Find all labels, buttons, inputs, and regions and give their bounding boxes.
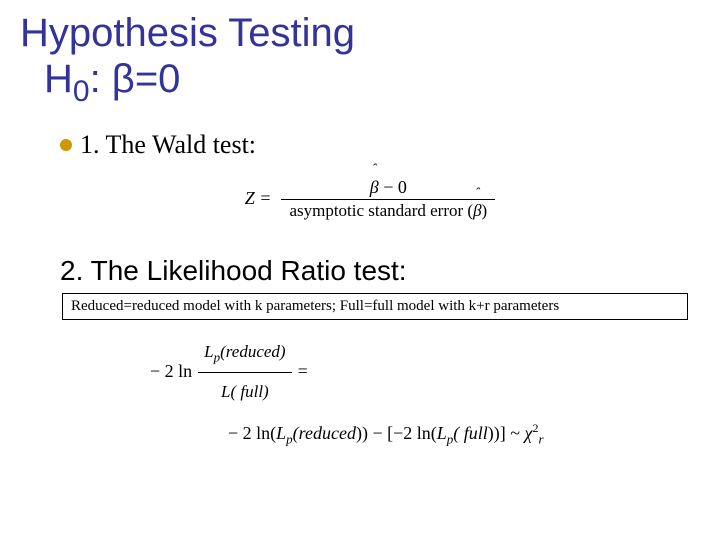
bullet-1-text: 1. The Wald test:	[80, 130, 256, 160]
title-line-2: H0: β=0	[20, 56, 720, 110]
wald-numerator: ˆ β − 0	[281, 178, 495, 200]
lr-denominator: L( full)	[198, 372, 291, 410]
den-post: )	[482, 201, 488, 220]
title-h: H	[44, 57, 73, 101]
note-box: Reduced=reduced model with k parameters;…	[62, 293, 688, 320]
bullet-item-1: 1. The Wald test:	[60, 130, 720, 160]
wald-formula: Z = ˆ β − 0 asymptotic standard error (ˆ…	[20, 178, 720, 221]
beta-symbol-2: β	[473, 201, 481, 220]
bullet-icon	[60, 139, 72, 151]
lr-numerator: Lp(reduced)	[198, 334, 291, 372]
lr-num-L: L	[204, 342, 213, 361]
lr2-L1: L	[276, 423, 286, 443]
lr-fraction: Lp(reduced) L( full)	[198, 334, 291, 409]
lr-equals: =	[298, 353, 308, 391]
note-text: Reduced=reduced model with k parameters;…	[71, 298, 559, 314]
title-beta-eq-0: : β=0	[90, 57, 181, 101]
chi-sub-r: r	[538, 432, 543, 447]
lr2-mid: )) − [−2 ln(	[356, 423, 437, 443]
beta-symbol: β	[370, 177, 379, 197]
lr2-end: ))] ~	[488, 423, 525, 443]
heading-likelihood-ratio: 2. The Likelihood Ratio test:	[60, 255, 720, 287]
lr-num-arg: (reduced)	[220, 342, 285, 361]
lr-den-arg: ( full)	[230, 382, 268, 401]
lr2-L2: L	[437, 423, 447, 443]
z-equals: Z =	[245, 189, 272, 209]
slide-title: Hypothesis Testing H0: β=0	[20, 10, 720, 110]
beta-hat-icon: ˆ β	[370, 178, 379, 198]
lr-row-1: − 2 ln Lp(reduced) L( full) =	[150, 334, 720, 409]
lr2-arg2: ( full	[453, 423, 488, 443]
lr-prefix: − 2 ln	[150, 353, 192, 391]
lr2-arg1: (reduced	[293, 423, 356, 443]
slide: Hypothesis Testing H0: β=0 1. The Wald t…	[0, 0, 720, 540]
lr2-a: − 2 ln(	[228, 423, 276, 443]
wald-fraction: ˆ β − 0 asymptotic standard error (ˆβ)	[281, 178, 495, 221]
title-subscript-0: 0	[73, 75, 90, 108]
wald-denominator: asymptotic standard error (ˆβ)	[281, 199, 495, 221]
title-line-1: Hypothesis Testing	[20, 10, 720, 56]
lr-formula: − 2 ln Lp(reduced) L( full) = − 2 ln(Lp(…	[150, 334, 720, 453]
den-pre: asymptotic standard error (	[289, 201, 473, 220]
lr-row-2: − 2 ln(Lp(reduced)) − [−2 ln(Lp( full))]…	[228, 415, 720, 453]
minus-zero: − 0	[379, 177, 407, 197]
beta-hat-icon-2: ˆβ	[473, 202, 481, 221]
